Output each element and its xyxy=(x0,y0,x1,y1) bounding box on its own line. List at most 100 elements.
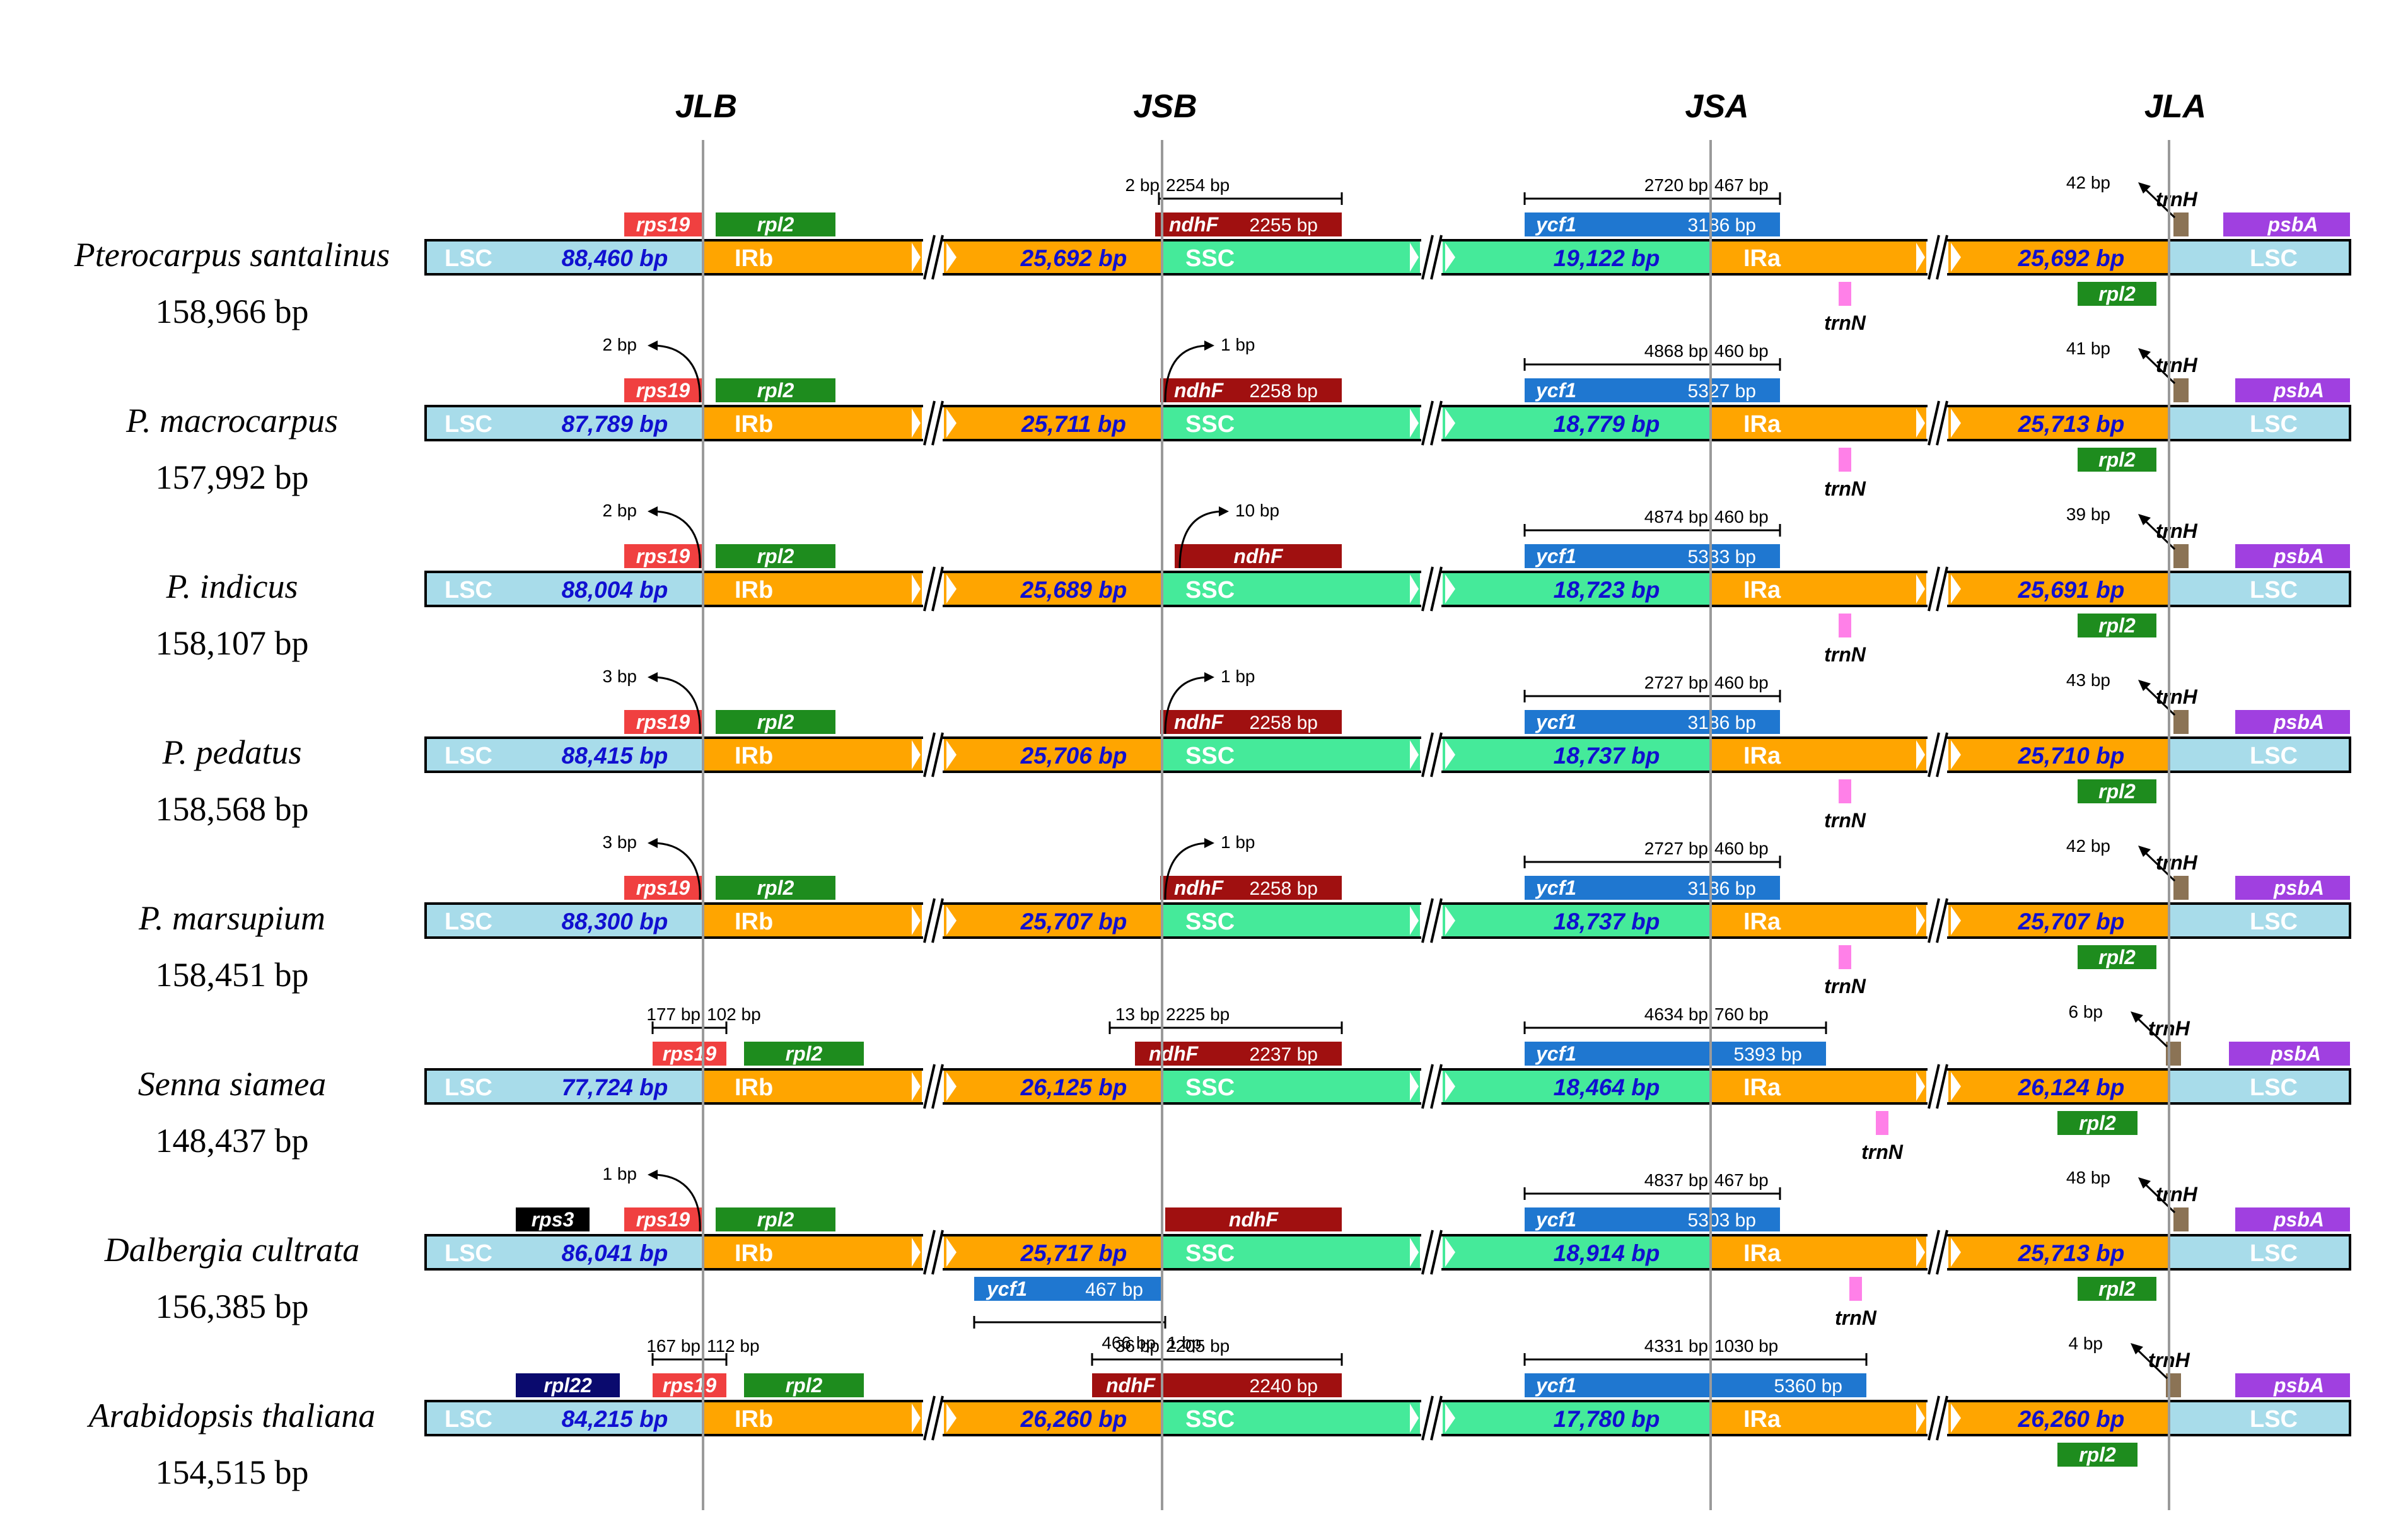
irb-segment-right xyxy=(944,1235,1162,1269)
ssc-length: 17,780 bp xyxy=(1554,1406,1660,1432)
junction-label-jlb: JLB xyxy=(675,88,737,125)
rpl2-right-label: rpl2 xyxy=(2098,448,2136,471)
jsb-annotation: 1 bp xyxy=(1221,832,1255,852)
jsb-annotation: 36 bp xyxy=(1115,1336,1160,1356)
jsb-annotation: 10 bp xyxy=(1235,501,1279,520)
lsc-segment-right xyxy=(2169,904,2350,938)
trnH-arrowhead xyxy=(2131,1011,2143,1023)
break-slash-left xyxy=(1928,1064,1940,1109)
jlb-annotation-2: 102 bp xyxy=(707,1004,761,1024)
ssc-segment xyxy=(1162,1401,1420,1435)
species-row: Dalbergia cultrata 156,385 bp LSC IRb SSC IRa… xyxy=(104,1164,2351,1353)
irb-label: IRb xyxy=(735,245,773,272)
ira-length: 26,260 bp xyxy=(2018,1406,2125,1432)
ndhF-gene xyxy=(1092,1373,1342,1397)
rps19-gene xyxy=(624,876,702,900)
break-arrow-right xyxy=(1445,1238,1455,1267)
trnH-gene xyxy=(2173,1207,2189,1231)
jlb-annotation: 2 bp xyxy=(603,501,637,520)
rpl2-label: rpl2 xyxy=(757,545,794,567)
lsc-segment-right xyxy=(2169,738,2350,772)
bar-outline xyxy=(424,1234,2351,1271)
ssc-label: SSC xyxy=(1185,245,1235,272)
break-arrow-right xyxy=(1445,243,1455,272)
break-arrow-left xyxy=(1916,1072,1925,1101)
break-arrow-right xyxy=(1951,574,1961,603)
ycf1-label: ycf1 xyxy=(1535,876,1576,899)
irb-segment-right xyxy=(944,1401,1162,1435)
lsc-segment xyxy=(426,406,703,440)
break-slash-left xyxy=(1421,1395,1434,1441)
trnN-gene xyxy=(1839,779,1851,803)
ycf1-gene xyxy=(1525,212,1780,236)
trnH-arrowhead xyxy=(2138,348,2151,359)
lsc-length: 84,215 bp xyxy=(562,1406,668,1432)
jsb-arc xyxy=(1164,842,1210,900)
trnH-annotation: 42 bp xyxy=(2066,836,2110,856)
break-arrow-left xyxy=(1916,243,1925,272)
lsc-length: 86,041 bp xyxy=(562,1240,668,1266)
ndhF-length: 2237 bp xyxy=(1250,1044,1318,1065)
ira-length: 25,691 bp xyxy=(2018,577,2125,603)
break-slash-right xyxy=(1430,235,1443,280)
break-slash-left xyxy=(923,400,936,446)
break-slash-left xyxy=(1421,1230,1434,1275)
break-slash-left xyxy=(1421,566,1434,612)
ira-segment-right xyxy=(1948,1401,2169,1435)
rpl2-gene xyxy=(716,876,835,900)
ssc-segment xyxy=(1162,406,1420,440)
lsc-length: 88,415 bp xyxy=(562,743,668,769)
ssc-label: SSC xyxy=(1185,909,1235,935)
ssc-segment xyxy=(1162,904,1420,938)
species-row: Pterocarpus santalinus 158,966 bp LSC IRb SS… xyxy=(74,173,2351,334)
ssc-label: SSC xyxy=(1185,411,1235,438)
irb-label: IRb xyxy=(735,1240,773,1267)
ssc-segment xyxy=(1162,572,1420,606)
species-name: P. indicus xyxy=(165,567,298,605)
rpl2-right-label: rpl2 xyxy=(2098,946,2136,969)
irb-length: 25,706 bp xyxy=(1020,743,1127,769)
ndhF-gene xyxy=(1175,544,1342,568)
junction-label-jsa: JSA xyxy=(1685,88,1748,125)
ycf1-length: 3186 bp xyxy=(1688,713,1756,733)
ycf1-gene xyxy=(1525,710,1780,734)
psbA-label: psbA xyxy=(2273,545,2324,567)
species-name: P. pedatus xyxy=(161,733,301,771)
break-arrow-left xyxy=(1410,574,1419,603)
trnN-label: trnN xyxy=(1835,1306,1877,1329)
ndhF-gene xyxy=(1155,212,1342,236)
break-slash-right xyxy=(1936,235,1948,280)
ira-segment xyxy=(1711,1069,1926,1103)
jsb-annotation: 13 bp xyxy=(1115,1004,1160,1024)
lsc-right-label: LSC xyxy=(2250,909,2298,935)
species-name: P. macrocarpus xyxy=(125,402,338,439)
jlb-arc-head xyxy=(648,506,658,516)
ssc-length: 19,122 bp xyxy=(1554,245,1660,271)
species-row: P. macrocarpus 157,992 bp LSC IRb SSC IRa LSC 8… xyxy=(125,335,2351,500)
ira-label: IRa xyxy=(1743,411,1781,438)
ira-segment xyxy=(1711,240,1926,274)
ndhF-gene xyxy=(1160,378,1342,402)
break-arrow-right xyxy=(1951,409,1961,438)
ndhF-label: ndhF xyxy=(1106,1374,1156,1397)
irb-segment xyxy=(703,406,922,440)
lsc-label: LSC xyxy=(445,1240,492,1267)
break-slash-left xyxy=(1421,732,1434,777)
break-slash-left xyxy=(1928,400,1940,446)
rps19-gene xyxy=(624,212,702,236)
species-row: P. marsupium 158,451 bp LSC IRb SSC IRa LSC 88,… xyxy=(138,832,2351,998)
break-arrow-right xyxy=(1951,1404,1961,1433)
break-arrow-right xyxy=(1951,740,1961,769)
trnH-annotation: 4 bp xyxy=(2069,1334,2103,1353)
rpl2-gene xyxy=(744,1042,864,1066)
break-arrow-left xyxy=(912,1404,921,1433)
break-arrow-right xyxy=(946,1072,957,1101)
ycf1-annotation-2: 460 bp xyxy=(1714,839,1769,858)
ndhF-label: ndhF xyxy=(1233,545,1284,567)
jsb-arc-head xyxy=(1204,838,1214,848)
irb-segment-right xyxy=(944,904,1162,938)
ssc-segment-right xyxy=(1443,904,1711,938)
ycf1-annotation: 4634 bp xyxy=(1644,1004,1708,1024)
trnH-gene xyxy=(2173,212,2189,236)
